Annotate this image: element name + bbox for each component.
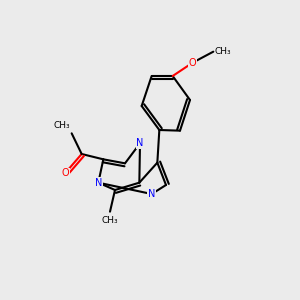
Text: CH₃: CH₃ <box>53 121 70 130</box>
Text: O: O <box>189 58 196 68</box>
Text: CH₃: CH₃ <box>102 216 118 225</box>
Text: CH₃: CH₃ <box>215 47 232 56</box>
Text: N: N <box>136 138 144 148</box>
Text: N: N <box>148 189 155 199</box>
Text: O: O <box>61 168 69 178</box>
Text: N: N <box>94 178 102 188</box>
